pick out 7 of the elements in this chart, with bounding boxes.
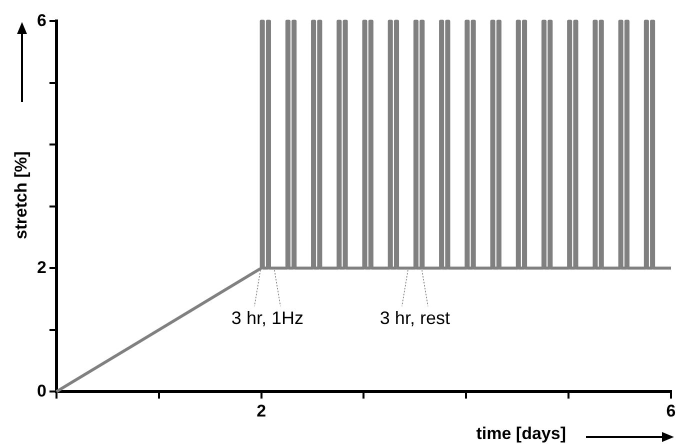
annotation: 3 hr, rest bbox=[380, 308, 450, 328]
y-tick-label: 0 bbox=[36, 381, 46, 400]
annotation: 3 hr, 1Hz bbox=[231, 308, 304, 328]
y-tick-label: 6 bbox=[36, 10, 46, 30]
y-axis-title: stretch [%] bbox=[12, 151, 31, 240]
y-tick-label: 2 bbox=[36, 258, 46, 277]
x-axis-title: time [days] bbox=[476, 424, 566, 444]
